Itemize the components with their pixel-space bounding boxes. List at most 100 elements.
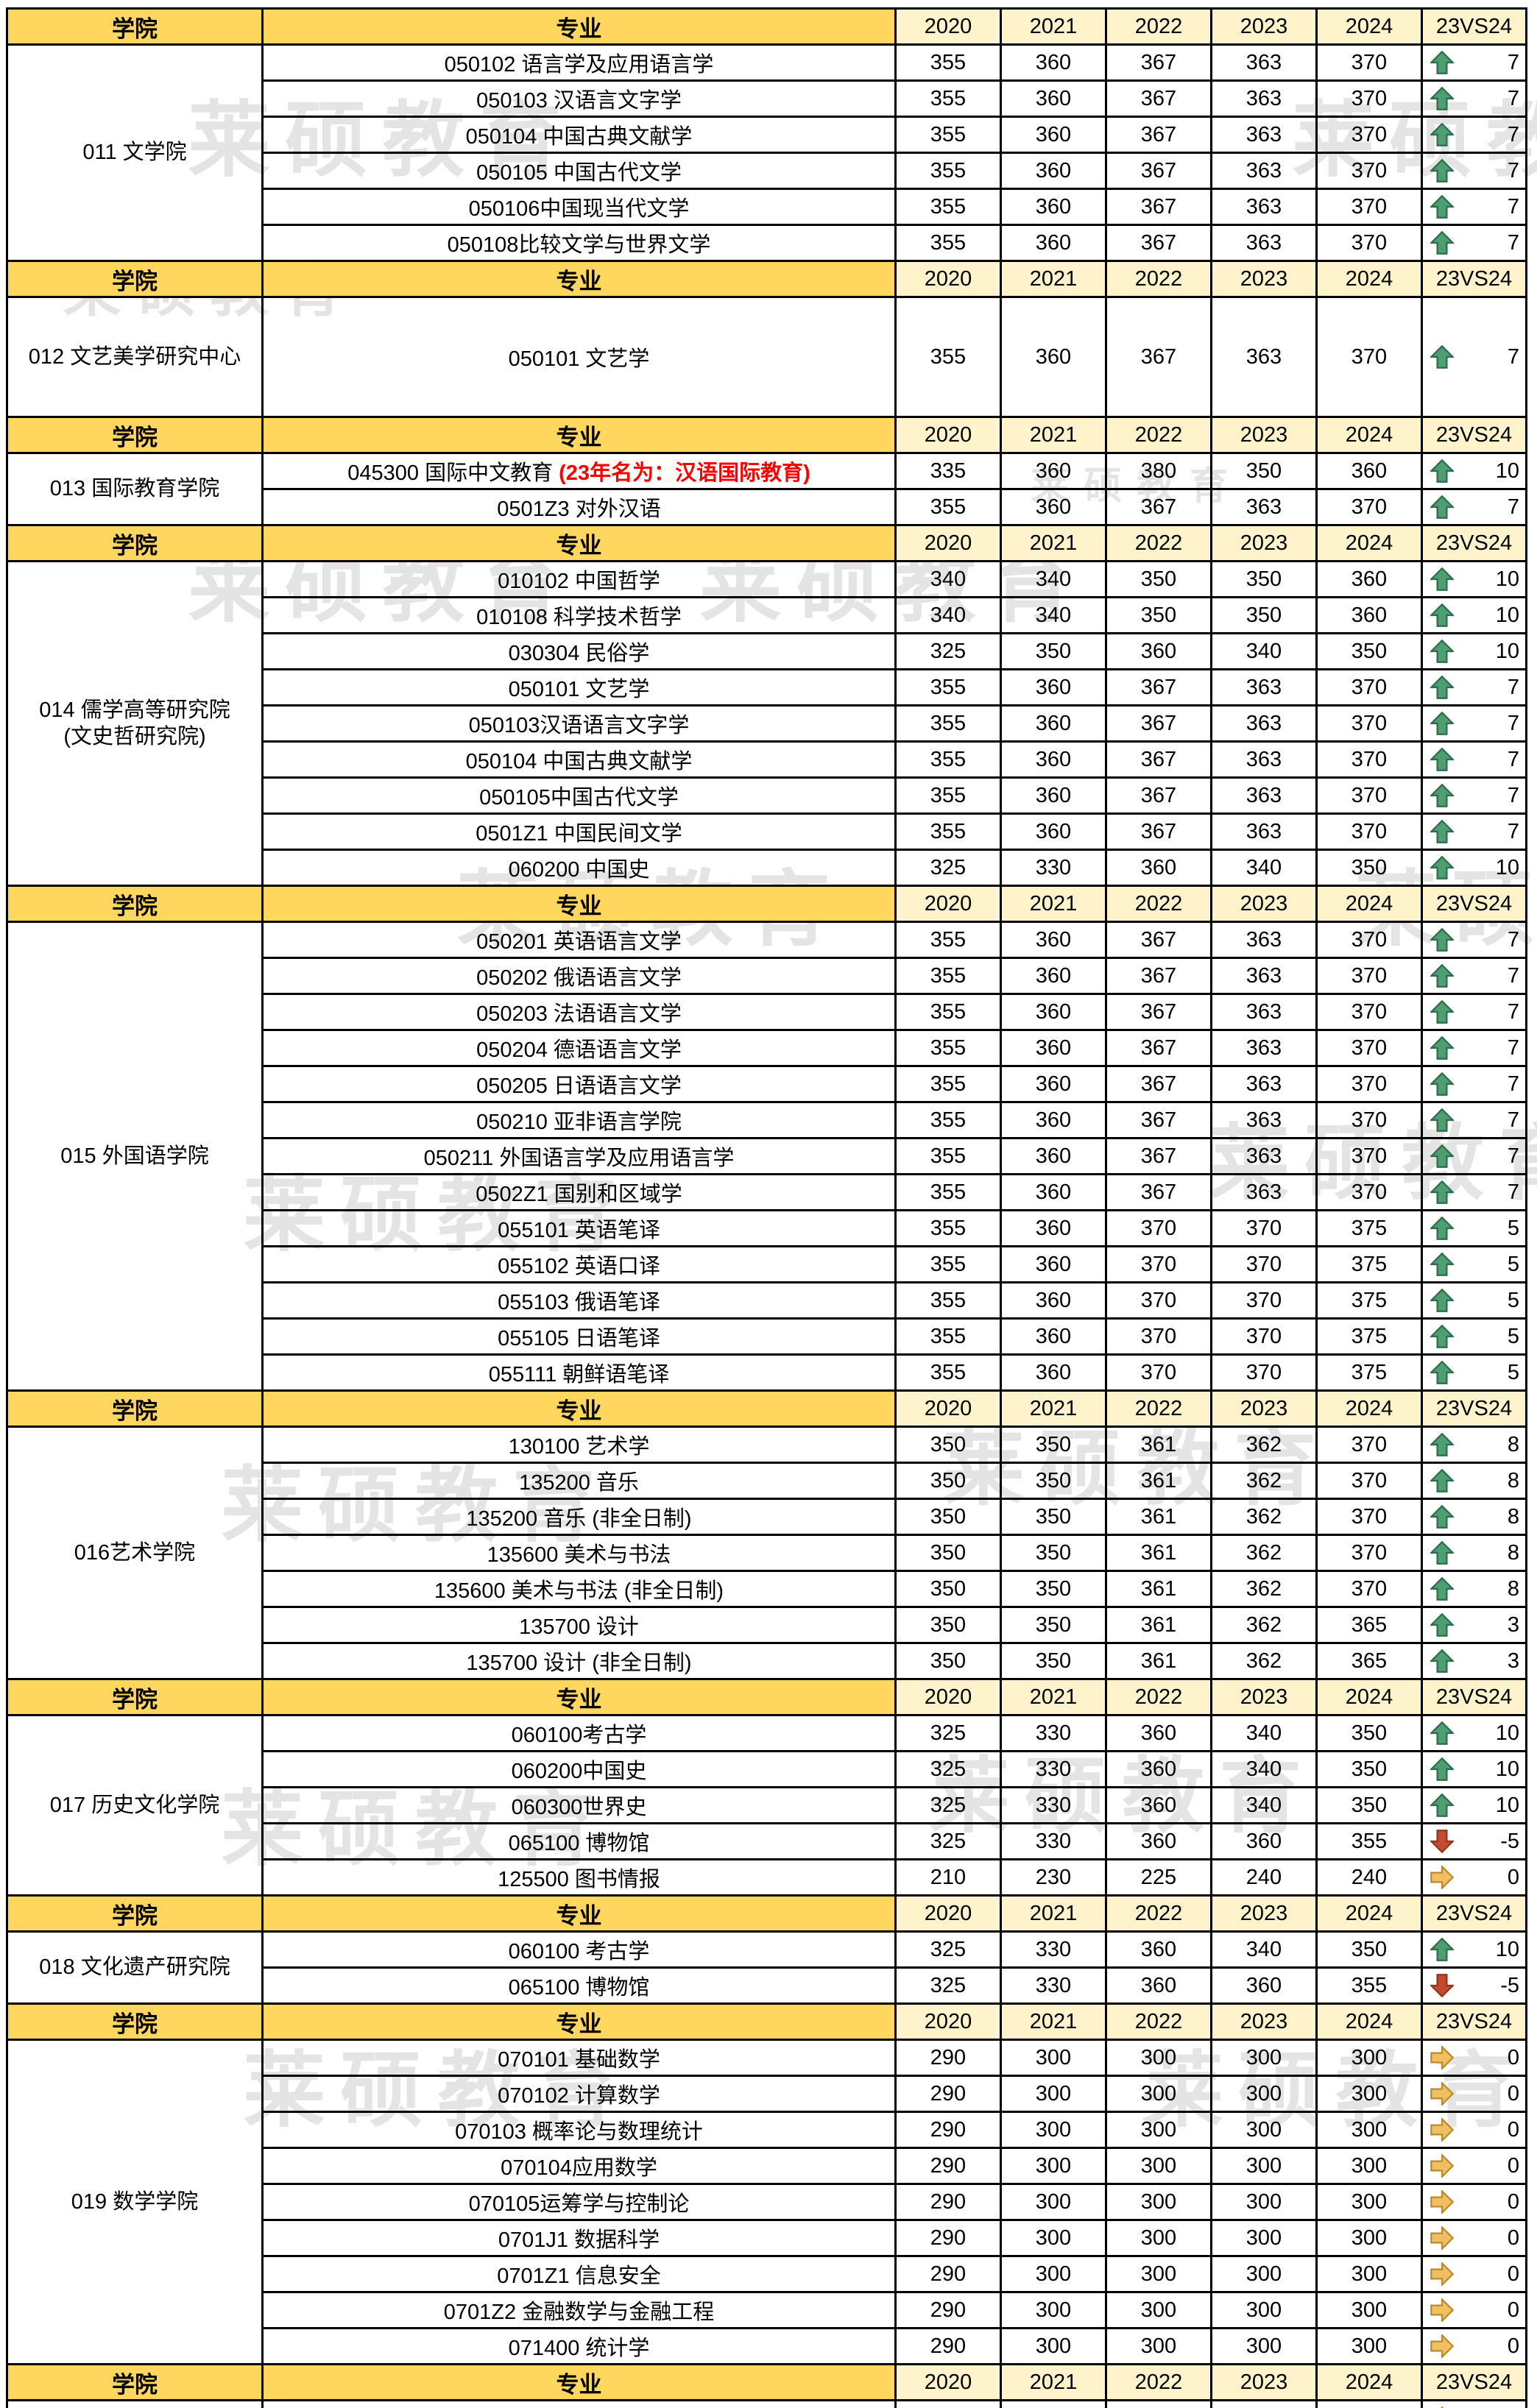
score-cell: 360 [1000, 812, 1107, 851]
trend-cell: 10 [1421, 1750, 1527, 1788]
trend-up-icon [1430, 1253, 1454, 1276]
score-cell: 360 [1000, 957, 1107, 995]
year-header-cell: 2022 [1105, 885, 1212, 923]
section-header-row: 学院 专业 2020 2021 2022 2023 2024 23VS24 [6, 524, 1527, 562]
trend-cell: 7 [1421, 488, 1527, 526]
delta-value: 8 [1507, 1432, 1519, 1456]
score-cell: 355 [894, 296, 1002, 418]
trend-cell: 7 [1421, 740, 1527, 779]
score-cell: 355 [894, 921, 1002, 959]
year-header-cell: 2020 [894, 524, 1002, 562]
data-row: 055102 英语口译 355 360 370 370 375 5 [7, 1245, 1527, 1283]
trend-up-icon [1430, 1036, 1454, 1060]
score-cell: 340 [1210, 1750, 1318, 1788]
delta-value: 0 [1507, 2153, 1519, 2178]
major-cell: 030304 民俗学 [261, 632, 897, 670]
score-cell: 363 [1210, 740, 1318, 779]
major-cell: 070104应用数学 [261, 2147, 897, 2185]
trend-up-icon [1430, 1289, 1454, 1312]
score-cell: 360 [1000, 1353, 1107, 1392]
section-header-row: 学院 专业 2020 2021 2022 2023 2024 23VS24 [6, 260, 1527, 298]
score-cell: 350 [1000, 1462, 1107, 1500]
score-cell: 363 [1210, 704, 1318, 743]
trend-wrap: 0 [1424, 2226, 1524, 2251]
trend-cell: 0 [1421, 2219, 1527, 2257]
data-row: 0701Z1 信息安全 290 300 300 300 300 0 [7, 2255, 1527, 2293]
year-header-cell: 2023 [1210, 1894, 1318, 1933]
group-header-cell: 学院 [6, 1678, 264, 1716]
score-cell: 300 [1210, 2147, 1318, 2185]
score-cell: 361 [1105, 1462, 1212, 1500]
score-cell: 380 [1105, 452, 1212, 490]
score-cell: 350 [894, 1498, 1002, 1536]
year-header-cell: 2022 [1105, 1389, 1212, 1428]
score-cell: 330 [1000, 1714, 1107, 1752]
score-cell: 363 [1210, 668, 1318, 707]
delta-value: 5 [1507, 1216, 1519, 1240]
trend-cell: 10 [1421, 596, 1527, 634]
score-cell: 300 [1315, 2219, 1423, 2257]
trend-wrap: 7 [1424, 1036, 1524, 1060]
score-cell: 363 [1210, 79, 1318, 118]
score-cell: 360 [1000, 1209, 1107, 1247]
section-header-row: 学院 专业 2020 2021 2022 2023 2024 23VS24 [6, 416, 1527, 454]
trend-wrap: 5 [1424, 1253, 1524, 1277]
score-cell: 360 [1000, 921, 1107, 959]
score-table: 学院 专业 2020 2021 2022 2023 2024 23VS24 011 文学院 050… [6, 7, 1527, 2408]
score-cell: 367 [1105, 79, 1212, 118]
year-header-cell: 2023 [1210, 1678, 1318, 1716]
trend-wrap: 7 [1424, 87, 1524, 111]
delta-value: 8 [1507, 1468, 1519, 1492]
score-cell: 370 [1315, 488, 1423, 526]
data-row: 055105 日语笔译 355 360 370 370 375 5 [7, 1317, 1527, 1356]
trend-cell: -5 [1421, 1966, 1527, 2005]
major-cell: 025200 应用统计 [261, 2399, 897, 2408]
year-header-cell: 23VS24 [1421, 1678, 1527, 1716]
score-cell: 361 [1105, 1426, 1212, 1464]
trend-cell: 7 [1421, 812, 1527, 851]
score-cell: 360 [1105, 632, 1212, 670]
trend-cell: 0 [1421, 2291, 1527, 2329]
delta-value: 0 [1507, 2189, 1519, 2214]
score-cell: 325 [894, 632, 1002, 670]
trend-up-icon [1430, 51, 1454, 74]
score-cell: 300 [1105, 2255, 1212, 2293]
score-cell: 370 [1105, 1353, 1212, 1392]
score-cell: 370 [1210, 1209, 1318, 1247]
trend-cell: 10 [1421, 1714, 1527, 1752]
score-cell: 240 [1315, 1858, 1423, 1897]
trend-cell: 0 [1421, 1858, 1527, 1897]
major-cell: 050101 文艺学 [261, 296, 897, 418]
trend-down-icon [1430, 1830, 1454, 1853]
year-header-cell: 2020 [894, 1894, 1002, 1933]
trend-wrap: 7 [1424, 1000, 1524, 1024]
data-row: 055103 俄语笔译 355 360 370 370 375 5 [7, 1281, 1527, 1320]
score-cell: 370 [1315, 188, 1423, 226]
major-cell: 050108比较文学与世界文学 [261, 224, 897, 262]
score-cell: 370 [1105, 1209, 1212, 1247]
trend-cell: 7 [1421, 957, 1527, 995]
trend-up-icon [1430, 1649, 1454, 1673]
trend-cell: 0 [1421, 2255, 1527, 2293]
group-header-cell: 专业 [261, 416, 897, 454]
delta-value: 0 [1507, 2117, 1519, 2142]
score-cell: 367 [1105, 1173, 1212, 1211]
score-cell: 370 [1105, 1281, 1212, 1320]
data-row: 050105 中国古代文学 355 360 367 363 370 7 [7, 152, 1527, 190]
delta-value: 5 [1507, 1324, 1519, 1348]
score-cell: 290 [894, 2327, 1002, 2365]
data-row: 070105运筹学与控制论 290 300 300 300 300 0 [7, 2183, 1527, 2221]
group-header-cell: 学院 [6, 7, 264, 46]
delta-value: 7 [1507, 675, 1519, 699]
score-cell: 367 [1105, 43, 1212, 82]
trend-flat-icon [1430, 2118, 1454, 2142]
score-cell: 370 [1000, 2399, 1107, 2408]
score-cell: 360 [1000, 993, 1107, 1031]
trend-cell: 7 [1421, 116, 1527, 154]
score-cell: 360 [1315, 452, 1423, 490]
year-header-cell: 23VS24 [1421, 2363, 1527, 2401]
score-cell: 363 [1210, 993, 1318, 1031]
group-header-cell: 专业 [261, 1678, 897, 1716]
year-header-cell: 2023 [1210, 260, 1318, 298]
year-header-cell: 2022 [1105, 7, 1212, 46]
